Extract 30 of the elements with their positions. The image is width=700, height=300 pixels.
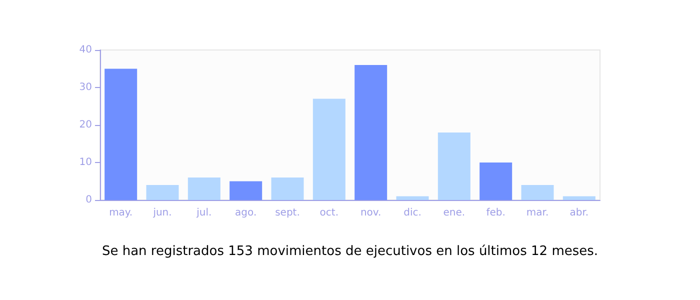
x-tick-label: jun.: [152, 208, 172, 218]
bar: [396, 196, 429, 200]
x-tick-label: mar.: [526, 208, 549, 218]
bar: [480, 162, 512, 200]
bar: [562, 196, 596, 200]
y-tick-label: 40: [79, 44, 92, 56]
bar: [312, 98, 346, 200]
bar: [146, 185, 179, 200]
x-tick-label: sept.: [275, 208, 300, 218]
bar: [521, 185, 554, 200]
text: Se han registrados 153 movimientos de ejecutivos en los últimos 12 meses.: [102, 244, 598, 259]
x-tick-label: nov.: [360, 208, 382, 218]
bar: [230, 181, 262, 200]
x-tick-label: jul.: [196, 208, 212, 218]
x-tick-label: oct.: [320, 208, 339, 218]
x-tick-label: feb.: [486, 208, 506, 218]
bar: [188, 178, 220, 200]
y-tick-label: 30: [79, 82, 92, 93]
bar: [438, 132, 470, 200]
x-tick-label: may.: [109, 208, 133, 218]
x-tick-label: ene.: [443, 208, 466, 218]
bar: [104, 68, 138, 200]
x-tick-label: dic.: [404, 208, 422, 218]
y-tick-label: 20: [79, 120, 92, 130]
bar: [354, 65, 388, 200]
y-tick-label: 10: [79, 157, 92, 168]
y-tick-label: 0: [86, 194, 92, 206]
x-tick-label: ago.: [235, 208, 257, 218]
x-tick-label: abr.: [570, 208, 589, 218]
bar: [271, 178, 304, 200]
